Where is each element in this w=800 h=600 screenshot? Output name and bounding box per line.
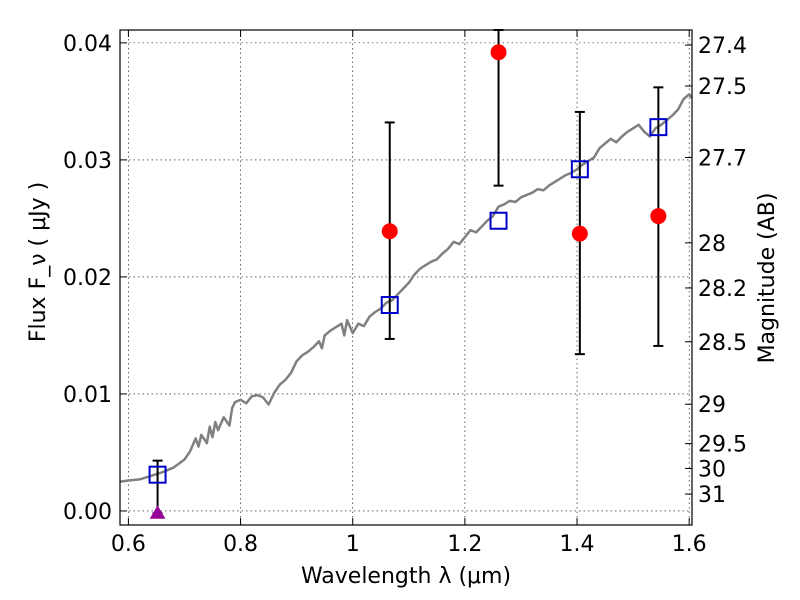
y2-tick-label: 27.7 — [698, 147, 747, 172]
y2-tick-label: 28.5 — [698, 331, 747, 356]
y-tick-label: 0.02 — [63, 266, 112, 291]
x-axis-label: Wavelength λ (μm) — [301, 564, 511, 589]
errorbar-layer — [152, 29, 664, 515]
x-tick-label: 0.8 — [223, 532, 258, 557]
model-flux-square — [148, 465, 167, 484]
y2-tick-label: 27.5 — [698, 75, 747, 100]
tick-layer: 0.6 0.8 1 1.2 1.4 1.6 0.00 0.01 0.02 0.03 0.04 27.4… — [63, 30, 747, 557]
plot-frame — [119, 29, 693, 526]
observed-flux-point — [490, 44, 507, 61]
y2-tick-label: 29 — [698, 393, 726, 418]
model-flux-square — [649, 118, 668, 137]
model-spectrum-layer — [119, 93, 693, 483]
upper-limit-triangle — [149, 505, 166, 519]
observed-flux-point — [381, 223, 398, 240]
x-tick-label: 1.2 — [447, 532, 482, 557]
x-tick-label: 0.6 — [111, 532, 146, 557]
y2-tick-label: 27.4 — [698, 34, 747, 59]
x-tick-label: 1.4 — [560, 532, 595, 557]
grid-lines — [120, 30, 692, 525]
y2-tick-label: 31 — [698, 483, 726, 508]
model-flux-square — [489, 211, 508, 230]
y2-axis-label: Magnitude (AB) — [755, 193, 780, 364]
y-tick-label: 0.01 — [63, 383, 112, 408]
marker-layer — [148, 44, 668, 519]
model-flux-square — [380, 296, 399, 314]
y2-tick-label: 28.2 — [698, 277, 747, 302]
x-tick-label: 1.6 — [672, 532, 707, 557]
y2-tick-label: 29.5 — [698, 433, 747, 458]
y-axis-label: Flux F_ν ( μJy ) — [26, 182, 51, 342]
y2-tick-label: 28 — [698, 232, 726, 257]
observed-flux-point — [571, 225, 588, 242]
model-spectrum-line — [119, 93, 693, 483]
x-tick-label: 1 — [346, 532, 360, 557]
observed-flux-point — [650, 208, 667, 225]
y-tick-label: 0.03 — [63, 149, 112, 174]
model-flux-square — [570, 160, 589, 179]
y2-tick-label: 30 — [698, 457, 726, 482]
y-tick-label: 0.00 — [63, 500, 112, 525]
y-tick-label: 0.04 — [63, 32, 112, 57]
